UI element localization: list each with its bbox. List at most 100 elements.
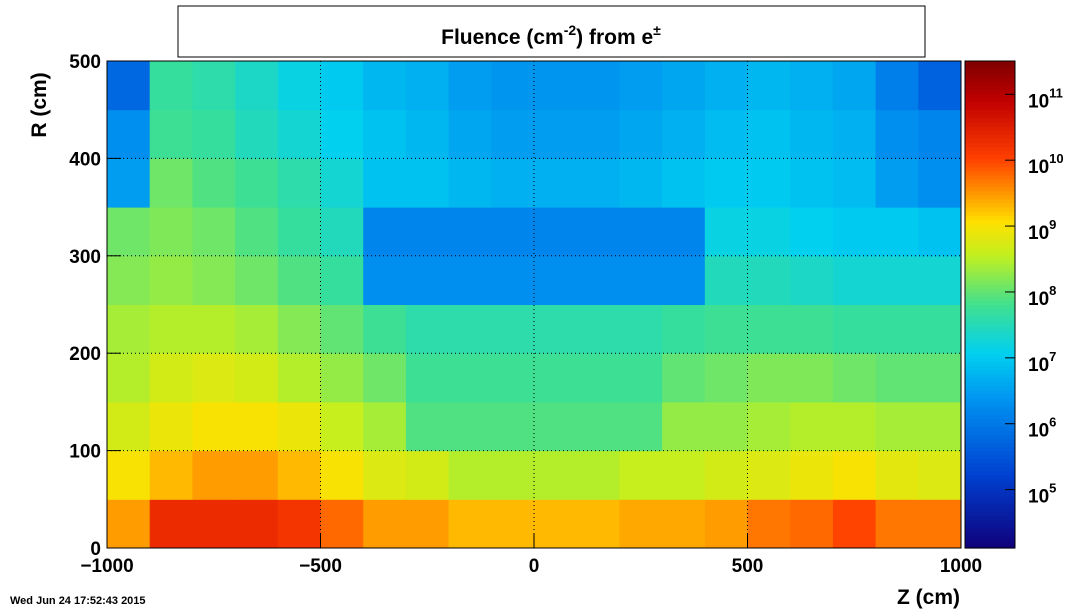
heatmap-cell: [832, 255, 877, 305]
heatmap-cell: [405, 499, 450, 549]
colorbar-tick-label: 109: [1028, 217, 1056, 244]
title-part: ) from e: [576, 26, 653, 49]
heatmap-cell: [918, 255, 962, 305]
colorbar-segment: [965, 511, 1015, 517]
heatmap-cell: [619, 207, 663, 257]
colorbar-segment: [965, 129, 1015, 135]
heatmap-cell: [320, 304, 364, 354]
heatmap-cell: [235, 109, 279, 159]
heatmap-cell: [832, 158, 877, 208]
colorbar-tick-exponent: 11: [1049, 85, 1063, 100]
heatmap-cell: [363, 499, 407, 549]
colorbar-tick-label: 1010: [1028, 151, 1064, 178]
heatmap-cell: [576, 158, 620, 208]
heatmap-cell: [405, 353, 450, 403]
heatmap-cell: [448, 450, 492, 500]
heatmap-cell: [149, 207, 193, 257]
heatmap-cell: [832, 207, 877, 257]
heatmap-cell: [491, 450, 535, 500]
colorbar-segment: [965, 235, 1015, 241]
heatmap-cell: [576, 109, 620, 159]
heatmap-cell: [534, 304, 578, 354]
colorbar-segment: [965, 93, 1015, 99]
colorbar-segment: [965, 304, 1015, 310]
timestamp: Wed Jun 24 17:52:43 2015: [10, 595, 146, 607]
heatmap-cell: [662, 499, 706, 549]
colorbar-segment: [965, 312, 1015, 318]
colorbar-tick-exponent: 7: [1049, 349, 1056, 364]
heatmap-cell: [576, 499, 620, 549]
colorbar-segment: [965, 450, 1015, 456]
colorbar-segment: [965, 462, 1015, 468]
heatmap-cell: [704, 61, 748, 111]
heatmap-cell: [790, 109, 834, 159]
heatmap-cell: [149, 401, 193, 452]
colorbar-segment: [965, 142, 1015, 147]
heatmap-cell: [534, 109, 578, 159]
colorbar-segment: [965, 211, 1015, 216]
colorbar-segment: [965, 353, 1015, 358]
colorbar-segment: [965, 272, 1015, 277]
heatmap-cell: [405, 109, 450, 159]
heatmap-cell: [790, 158, 834, 208]
heatmap-cell: [405, 207, 450, 257]
colorbar-tick-exponent: 6: [1049, 415, 1056, 430]
heatmap-cell: [662, 109, 706, 159]
heatmap-cell: [149, 109, 193, 159]
chart-title: Fluence (cm-2) from e±: [441, 22, 661, 49]
colorbar-segment: [965, 73, 1015, 78]
colorbar-segment: [965, 397, 1015, 403]
heatmap-cell: [832, 499, 877, 549]
heatmap-cell: [790, 207, 834, 257]
heatmap-cell: [363, 353, 407, 403]
heatmap-cell: [320, 353, 364, 403]
colorbar-segment: [965, 292, 1015, 297]
heatmap-cell: [576, 61, 620, 111]
heatmap-cell: [107, 304, 151, 354]
colorbar-segment: [965, 178, 1015, 184]
heatmap-cell: [619, 61, 663, 111]
heatmap-cell: [875, 499, 919, 549]
heatmap-cell: [832, 109, 877, 159]
heatmap-cell: [277, 401, 321, 452]
colorbar-segment: [965, 479, 1015, 484]
heatmap-cell: [790, 353, 834, 403]
heatmap-cell: [405, 255, 450, 305]
colorbar-segment: [965, 207, 1015, 212]
heatmap-cell: [107, 158, 151, 208]
colorbar-segment: [965, 89, 1015, 95]
colorbar-segment: [965, 243, 1015, 249]
colorbar-segment: [965, 519, 1015, 525]
colorbar-segment: [965, 146, 1015, 151]
colorbar-segment: [965, 158, 1015, 164]
colorbar-segment: [965, 539, 1015, 545]
colorbar-segment: [965, 499, 1015, 504]
heatmap-cell: [918, 353, 962, 403]
colorbar-segment: [965, 117, 1015, 123]
colorbar-segment: [965, 125, 1015, 131]
heatmap-cell: [619, 158, 663, 208]
colorbar-tick-base: 10: [1028, 91, 1049, 112]
colorbar-segment: [965, 276, 1015, 281]
colorbar-segment: [965, 239, 1015, 245]
heatmap-cell: [875, 158, 919, 208]
heatmap-cell: [875, 255, 919, 305]
heatmap-cell: [662, 304, 706, 354]
colorbar-segment: [965, 336, 1015, 342]
colorbar-segment: [965, 223, 1015, 228]
colorbar-segment: [965, 296, 1015, 302]
title-superscript: ±: [653, 22, 661, 38]
heatmap-cell: [619, 255, 663, 305]
heatmap-cell: [405, 304, 450, 354]
heatmap-cell: [149, 158, 193, 208]
heatmap-cell: [875, 353, 919, 403]
heatmap-cell: [448, 304, 492, 354]
heatmap-cell: [235, 255, 279, 305]
colorbar-segment: [965, 186, 1015, 192]
heatmap-cell: [320, 499, 364, 549]
heatmap-cell: [747, 401, 791, 452]
heatmap-cell: [192, 158, 236, 208]
colorbar-tick-exponent: 8: [1049, 283, 1056, 298]
colorbar-segment: [965, 393, 1015, 399]
heatmap-cell: [747, 109, 791, 159]
